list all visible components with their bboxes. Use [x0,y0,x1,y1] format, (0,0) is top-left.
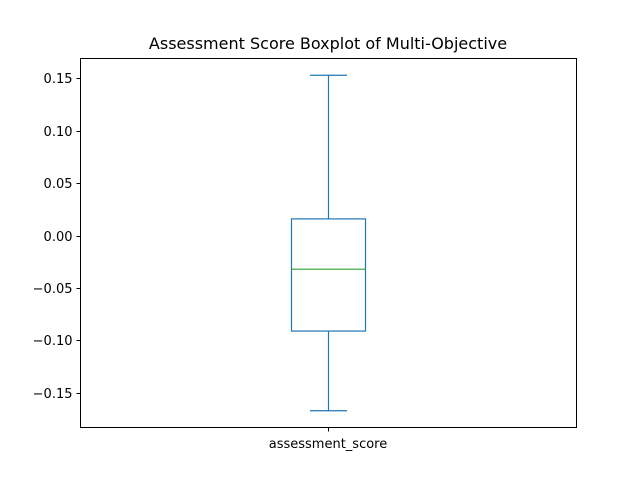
y-tick-label: −0.15 [33,387,73,402]
plot-area [290,74,367,412]
y-tick-label: 0.15 [44,72,73,87]
y-tick-label: −0.10 [33,334,73,349]
x-tick-label: assessment_score [269,437,388,452]
y-tick-label: 0.00 [44,230,73,245]
y-tick-label: −0.05 [33,282,73,297]
iqr-box [290,218,367,332]
chart-title: Assessment Score Boxplot of Multi-Object… [149,34,507,53]
y-axis: 0.15 0.10 0.05 0.00 −0.05 −0.10 −0.15 [33,72,329,432]
y-tick-label: 0.10 [44,125,73,140]
y-tick-label: 0.05 [44,177,73,192]
